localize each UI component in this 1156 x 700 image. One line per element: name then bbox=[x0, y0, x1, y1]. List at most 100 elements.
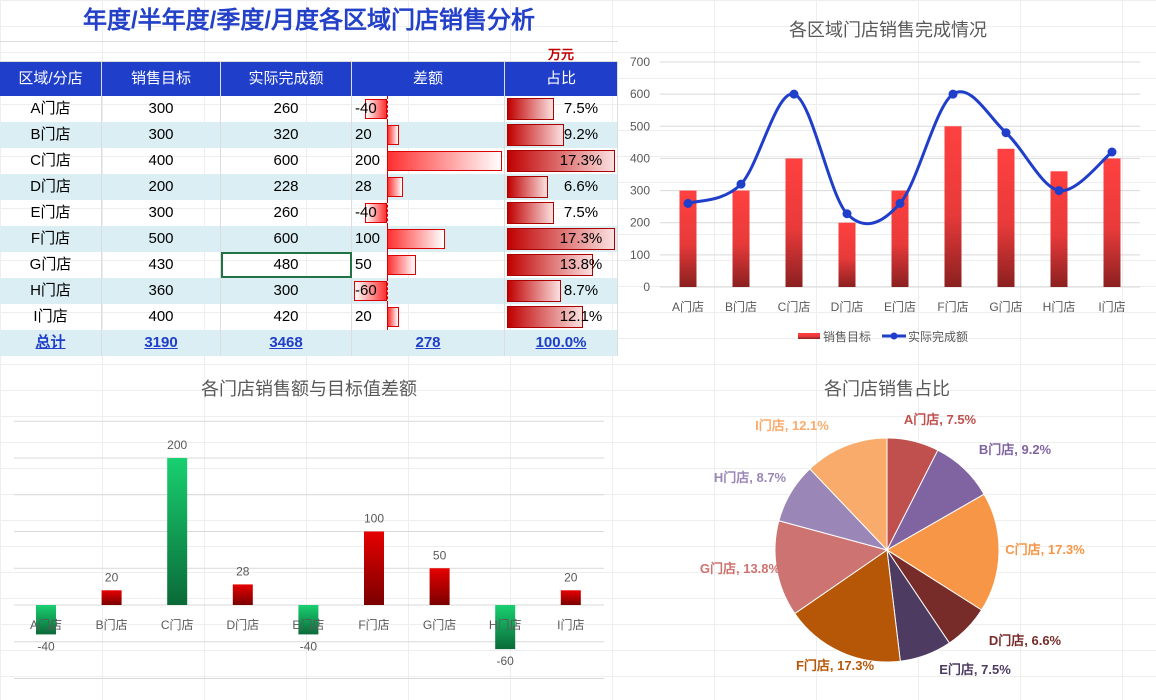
share-cell[interactable]: 12.1% bbox=[505, 304, 618, 330]
actual-cell[interactable]: 300 bbox=[221, 278, 352, 304]
header-cell[interactable]: 实际完成额 bbox=[221, 62, 352, 96]
table-row: H门店 360 300 -60 8.7% bbox=[0, 278, 618, 304]
point-C门店 bbox=[789, 89, 799, 99]
store-cell[interactable]: A门店 bbox=[0, 96, 102, 122]
bar-B门店 bbox=[101, 590, 122, 605]
bar-F门店 bbox=[944, 126, 962, 288]
actual-cell[interactable]: 260 bbox=[221, 96, 352, 122]
point-D门店 bbox=[842, 209, 852, 219]
diff-databar bbox=[387, 307, 399, 327]
target-cell[interactable]: 500 bbox=[102, 226, 221, 252]
diff-databar bbox=[387, 151, 502, 171]
target-cell[interactable]: 300 bbox=[102, 96, 221, 122]
data-label: I门店, 12.1% bbox=[755, 418, 829, 433]
share-cell[interactable]: 17.3% bbox=[505, 148, 618, 174]
diff-value: -40 bbox=[355, 204, 377, 221]
actual-cell[interactable]: 600 bbox=[221, 226, 352, 252]
chart-title: 各门店销售额与目标值差额 bbox=[201, 379, 417, 399]
bar-G门店 bbox=[429, 568, 450, 605]
share-cell[interactable]: 7.5% bbox=[505, 200, 618, 226]
actual-cell[interactable]: 480 bbox=[221, 252, 352, 278]
x-tick-label: A门店 bbox=[672, 299, 704, 314]
target-cell[interactable]: 200 bbox=[102, 174, 221, 200]
target-cell[interactable]: 300 bbox=[102, 122, 221, 148]
diff-cell[interactable]: 28 bbox=[352, 174, 505, 200]
share-cell[interactable]: 17.3% bbox=[505, 226, 618, 252]
actual-cell[interactable]: 600 bbox=[221, 148, 352, 174]
table-row: D门店 200 228 28 6.6% bbox=[0, 174, 618, 200]
store-cell[interactable]: B门店 bbox=[0, 122, 102, 148]
point-E门店 bbox=[895, 198, 905, 208]
store-cell[interactable]: E门店 bbox=[0, 200, 102, 226]
share-databar bbox=[507, 124, 565, 146]
legend-marker bbox=[890, 332, 898, 340]
total-share[interactable]: 100.0% bbox=[505, 330, 618, 356]
actual-cell[interactable]: 320 bbox=[221, 122, 352, 148]
diff-value: 200 bbox=[355, 152, 381, 169]
y-tick-label: 100 bbox=[630, 248, 650, 262]
store-cell[interactable]: I门店 bbox=[0, 304, 102, 330]
combo-chart[interactable]: 各区域门店销售完成情况 0 100 200 300 400 500 600 700 A门店 B门店 C… bbox=[620, 0, 1156, 355]
diff-value: 50 bbox=[355, 256, 372, 273]
target-cell[interactable]: 430 bbox=[102, 252, 221, 278]
bar-C门店 bbox=[785, 158, 803, 287]
bar-A门店 bbox=[679, 190, 697, 287]
databar-axis bbox=[387, 96, 388, 122]
bar-F门店 bbox=[364, 531, 384, 605]
share-databar bbox=[507, 98, 554, 120]
diff-cell[interactable]: 200 bbox=[352, 148, 505, 174]
target-cell[interactable]: 300 bbox=[102, 200, 221, 226]
unit-row: 万元 bbox=[0, 42, 618, 62]
target-cell[interactable]: 400 bbox=[102, 148, 221, 174]
header-cell[interactable]: 差额 bbox=[352, 62, 505, 96]
diff-cell[interactable]: 20 bbox=[352, 122, 505, 148]
x-tick-label: B门店 bbox=[96, 617, 128, 632]
point-I门店 bbox=[1107, 147, 1117, 157]
total-row: 总计 3190 3468 278 100.0% bbox=[0, 330, 618, 356]
diff-cell[interactable]: 100 bbox=[352, 226, 505, 252]
total-label[interactable]: 总计 bbox=[0, 330, 102, 356]
diff-bar-chart[interactable]: 各门店销售额与目标值差额 -40 A门店 20 B门店 200 C门店 28 D门店 -40 E门店… bbox=[0, 360, 618, 700]
diff-value: -40 bbox=[355, 100, 377, 117]
y-tick-label: 500 bbox=[630, 119, 650, 133]
data-label: 100 bbox=[364, 512, 384, 526]
actual-cell[interactable]: 420 bbox=[221, 304, 352, 330]
x-tick-label: F门店 bbox=[358, 617, 389, 632]
store-cell[interactable]: H门店 bbox=[0, 278, 102, 304]
share-cell[interactable]: 6.6% bbox=[505, 174, 618, 200]
x-tick-label: I门店 bbox=[557, 617, 584, 632]
actual-cell[interactable]: 228 bbox=[221, 174, 352, 200]
share-cell[interactable]: 9.2% bbox=[505, 122, 618, 148]
diff-cell[interactable]: -60 bbox=[352, 278, 505, 304]
diff-cell[interactable]: 50 bbox=[352, 252, 505, 278]
y-tick-label: 700 bbox=[630, 55, 650, 69]
point-B门店 bbox=[736, 179, 746, 189]
header-cell[interactable]: 占比 bbox=[505, 62, 618, 96]
diff-cell[interactable]: -40 bbox=[352, 200, 505, 226]
data-label: 20 bbox=[564, 570, 578, 584]
actual-cell[interactable]: 260 bbox=[221, 200, 352, 226]
store-cell[interactable]: F门店 bbox=[0, 226, 102, 252]
store-cell[interactable]: D门店 bbox=[0, 174, 102, 200]
bar-D门店 bbox=[838, 222, 856, 287]
target-cell[interactable]: 360 bbox=[102, 278, 221, 304]
total-actual[interactable]: 3468 bbox=[221, 330, 352, 356]
store-cell[interactable]: C门店 bbox=[0, 148, 102, 174]
share-cell[interactable]: 7.5% bbox=[505, 96, 618, 122]
header-cell[interactable]: 区域/分店 bbox=[0, 62, 102, 96]
share-pie-chart[interactable]: 各门店销售占比 A门店, 7.5%B门店, 9.2% C门店, 17.3% D门店, … bbox=[620, 360, 1156, 700]
unit-label: 万元 bbox=[547, 47, 574, 62]
diff-cell[interactable]: -40 bbox=[352, 96, 505, 122]
store-cell[interactable]: G门店 bbox=[0, 252, 102, 278]
share-cell[interactable]: 13.8% bbox=[505, 252, 618, 278]
share-cell[interactable]: 8.7% bbox=[505, 278, 618, 304]
data-label: E门店, 7.5% bbox=[939, 662, 1011, 677]
diff-cell[interactable]: 20 bbox=[352, 304, 505, 330]
target-cell[interactable]: 400 bbox=[102, 304, 221, 330]
total-diff[interactable]: 278 bbox=[352, 330, 505, 356]
header-cell[interactable]: 销售目标 bbox=[102, 62, 221, 96]
total-target[interactable]: 3190 bbox=[102, 330, 221, 356]
slice-I门店 bbox=[809, 437, 888, 552]
sheet-title: 年度/半年度/季度/月度各区域门店销售分析 bbox=[0, 0, 618, 42]
share-databar bbox=[507, 176, 549, 198]
